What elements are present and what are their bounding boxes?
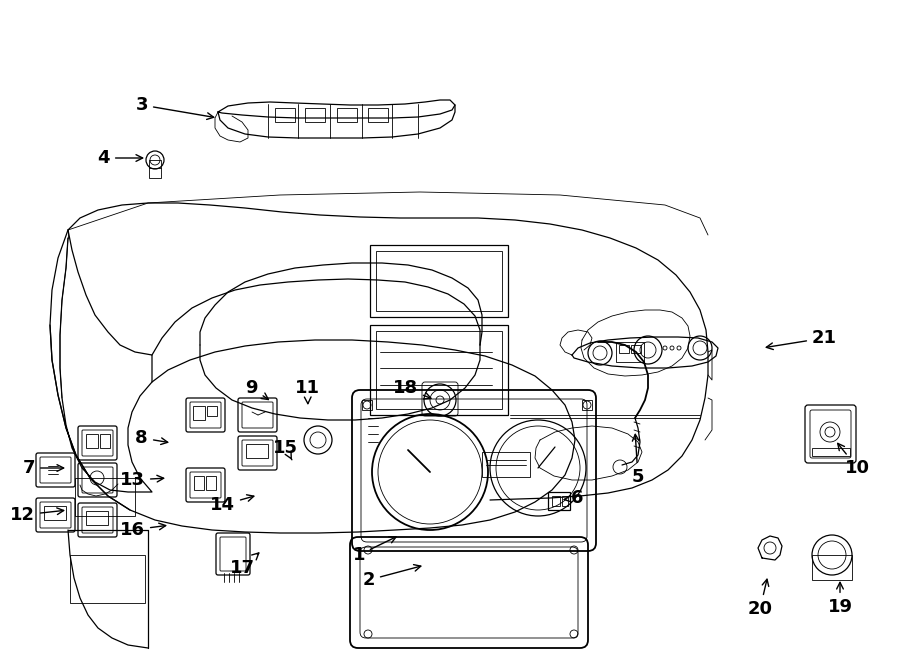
Text: 11: 11 [295,379,320,404]
Text: 16: 16 [120,521,166,539]
Bar [631,345,641,353]
Bar [370,325,508,415]
Bar [275,108,295,122]
Bar [44,506,66,520]
Bar [86,511,108,525]
Bar [86,434,98,448]
Bar [194,476,204,490]
Text: 5: 5 [632,434,644,486]
Bar [337,108,357,122]
Text: 9: 9 [246,379,268,399]
Text: 10: 10 [838,444,870,477]
Text: 18: 18 [393,379,431,399]
Bar [207,406,217,416]
Bar [616,342,644,362]
Text: 14: 14 [210,495,254,514]
Text: 15: 15 [273,439,298,460]
Bar [246,444,268,458]
Bar [376,331,502,409]
Bar [582,400,592,410]
Text: 20: 20 [748,579,772,618]
Text: 19: 19 [827,582,852,616]
Bar [370,245,508,317]
Text: 13: 13 [120,471,164,489]
Text: 4: 4 [97,149,143,167]
Bar [100,434,110,448]
Bar [548,492,570,510]
Text: 2: 2 [363,564,421,589]
Bar [368,108,388,122]
Bar [812,555,852,580]
Text: 3: 3 [136,96,213,120]
Text: 6: 6 [564,489,583,507]
Bar [362,400,372,410]
Text: 8: 8 [135,429,167,447]
Bar [206,476,216,490]
Bar [70,555,145,603]
Bar [552,496,560,506]
Bar [482,452,530,477]
Text: 17: 17 [230,553,259,577]
Bar [149,160,161,178]
Text: 1: 1 [353,537,396,564]
Bar [376,251,502,311]
Bar [193,406,205,420]
Text: 21: 21 [766,329,837,350]
Bar [562,496,568,506]
Bar [812,448,850,456]
Text: 7: 7 [22,459,64,477]
Bar [75,478,135,516]
Bar [619,345,629,353]
Bar [305,108,325,122]
Text: 12: 12 [10,506,64,524]
